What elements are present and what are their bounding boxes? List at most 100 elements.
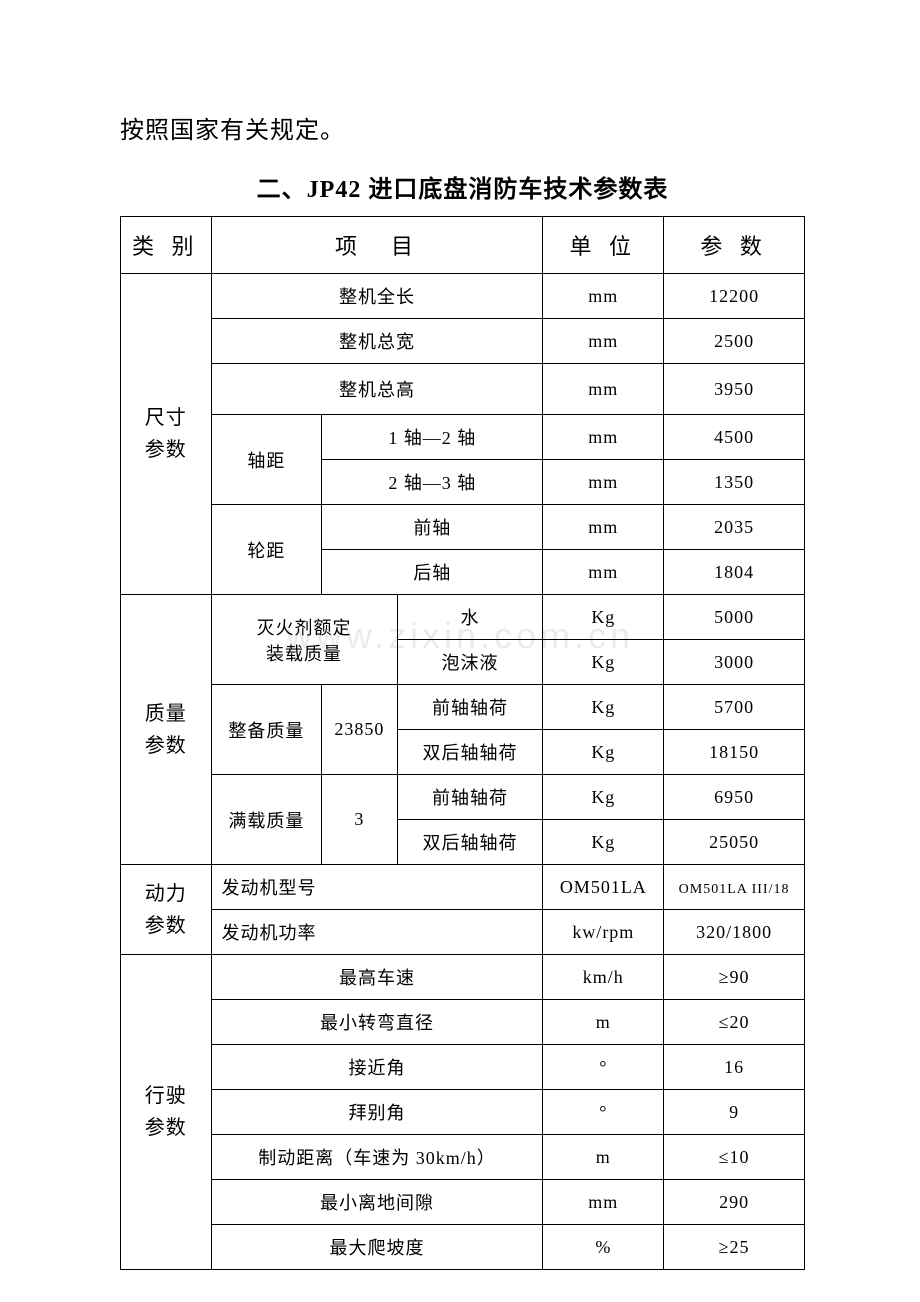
- cell-value: 3: [322, 775, 397, 865]
- cell-unit: mm: [543, 460, 664, 505]
- cell-sublabel: 整备质量: [211, 685, 322, 775]
- cell-item: 最小离地间隙: [211, 1180, 543, 1225]
- cell-item: 最大爬坡度: [211, 1225, 543, 1270]
- cell-unit: Kg: [543, 685, 664, 730]
- category-size: 尺寸 参数: [121, 274, 212, 595]
- cell-item: 整机总宽: [211, 319, 543, 364]
- table-header-row: 类 别 项 目 单 位 参 数: [121, 217, 805, 274]
- header-item: 项 目: [211, 217, 543, 274]
- cell-sublabel: 灭火剂额定 装载质量: [211, 595, 397, 685]
- cell-unit: Kg: [543, 820, 664, 865]
- cell-param-text: OM501LA III/18: [679, 882, 790, 897]
- table-row: 尺寸 参数 整机全长 mm 12200: [121, 274, 805, 319]
- cell-item: 制动距离（车速为 30km/h）: [211, 1135, 543, 1180]
- cell-item: 最高车速: [211, 955, 543, 1000]
- cell-unit: mm: [543, 550, 664, 595]
- cell-unit: mm: [543, 505, 664, 550]
- cell-unit: mm: [543, 1180, 664, 1225]
- category-label-line: 参数: [145, 439, 187, 461]
- cell-text-line: 灭火剂额定: [257, 618, 352, 638]
- cell-text-line: 装载质量: [266, 644, 342, 664]
- cell-param: ≤10: [664, 1135, 805, 1180]
- category-label-line: 行驶: [145, 1085, 187, 1107]
- cell-item: 1 轴—2 轴: [322, 415, 543, 460]
- cell-sublabel: 满载质量: [211, 775, 322, 865]
- table-row: 拜别角 ° 9: [121, 1090, 805, 1135]
- cell-param: 5700: [664, 685, 805, 730]
- cell-unit: °: [543, 1090, 664, 1135]
- cell-unit: Kg: [543, 595, 664, 640]
- category-label-line: 参数: [145, 735, 187, 757]
- cell-unit: Kg: [543, 775, 664, 820]
- cell-item: 拜别角: [211, 1090, 543, 1135]
- table-row: 整机总高 mm 3950: [121, 364, 805, 415]
- page-container: 按照国家有关规定。 二、JP42 进口底盘消防车技术参数表 www.zixin.…: [0, 0, 920, 1302]
- category-label-line: 参数: [145, 1117, 187, 1139]
- table-row: 动力 参数 发动机型号 OM501LA OM501LA III/18: [121, 865, 805, 910]
- cell-sublabel: 轮距: [211, 505, 322, 595]
- cell-unit: OM501LA: [543, 865, 664, 910]
- cell-unit: °: [543, 1045, 664, 1090]
- cell-item: 双后轴轴荷: [397, 820, 543, 865]
- cell-unit: kw/rpm: [543, 910, 664, 955]
- cell-param: 3950: [664, 364, 805, 415]
- table-row: 接近角 ° 16: [121, 1045, 805, 1090]
- header-param: 参 数: [664, 217, 805, 274]
- cell-param: 12200: [664, 274, 805, 319]
- table-row: 最小转弯直径 m ≤20: [121, 1000, 805, 1045]
- cell-unit: mm: [543, 415, 664, 460]
- cell-value: 23850: [322, 685, 397, 775]
- cell-item: 发动机功率: [211, 910, 543, 955]
- cell-item: 后轴: [322, 550, 543, 595]
- header-category: 类 别: [121, 217, 212, 274]
- cell-param: 18150: [664, 730, 805, 775]
- category-label-line: 动力: [145, 883, 187, 905]
- cell-item: 前轴轴荷: [397, 685, 543, 730]
- cell-param: 6950: [664, 775, 805, 820]
- cell-unit: m: [543, 1000, 664, 1045]
- table-row: 轮距 前轴 mm 2035: [121, 505, 805, 550]
- table-row: 质量 参数 灭火剂额定 装载质量 水 Kg 5000: [121, 595, 805, 640]
- cell-unit: mm: [543, 319, 664, 364]
- cell-item: 双后轴轴荷: [397, 730, 543, 775]
- cell-param: 3000: [664, 640, 805, 685]
- cell-param: 5000: [664, 595, 805, 640]
- cell-item: 最小转弯直径: [211, 1000, 543, 1045]
- cell-sublabel: 轴距: [211, 415, 322, 505]
- cell-param: OM501LA III/18: [664, 865, 805, 910]
- spec-table: 类 别 项 目 单 位 参 数 尺寸 参数 整机全长 mm 12200 整机总宽…: [120, 216, 805, 1270]
- cell-unit: m: [543, 1135, 664, 1180]
- category-drive: 行驶 参数: [121, 955, 212, 1270]
- cell-unit: %: [543, 1225, 664, 1270]
- cell-item: 前轴轴荷: [397, 775, 543, 820]
- cell-item: 发动机型号: [211, 865, 543, 910]
- table-row: 发动机功率 kw/rpm 320/1800: [121, 910, 805, 955]
- table-row: 满载质量 3 前轴轴荷 Kg 6950: [121, 775, 805, 820]
- cell-unit: Kg: [543, 640, 664, 685]
- table-row: 整备质量 23850 前轴轴荷 Kg 5700: [121, 685, 805, 730]
- category-power: 动力 参数: [121, 865, 212, 955]
- cell-param: 320/1800: [664, 910, 805, 955]
- cell-item: 前轴: [322, 505, 543, 550]
- table-row: 整机总宽 mm 2500: [121, 319, 805, 364]
- table-row: 行驶 参数 最高车速 km/h ≥90: [121, 955, 805, 1000]
- category-label-line: 尺寸: [145, 407, 187, 429]
- cell-param: 1350: [664, 460, 805, 505]
- cell-param: 9: [664, 1090, 805, 1135]
- cell-item: 泡沫液: [397, 640, 543, 685]
- cell-unit: km/h: [543, 955, 664, 1000]
- cell-param: ≥90: [664, 955, 805, 1000]
- cell-unit: mm: [543, 274, 664, 319]
- cell-item: 接近角: [211, 1045, 543, 1090]
- table-row: 最小离地间隙 mm 290: [121, 1180, 805, 1225]
- cell-item: 水: [397, 595, 543, 640]
- cell-param: ≤20: [664, 1000, 805, 1045]
- table-row: 制动距离（车速为 30km/h） m ≤10: [121, 1135, 805, 1180]
- cell-param: 2035: [664, 505, 805, 550]
- cell-item: 整机全长: [211, 274, 543, 319]
- cell-param: 2500: [664, 319, 805, 364]
- cell-param: ≥25: [664, 1225, 805, 1270]
- header-unit: 单 位: [543, 217, 664, 274]
- cell-param: 16: [664, 1045, 805, 1090]
- cell-param: 290: [664, 1180, 805, 1225]
